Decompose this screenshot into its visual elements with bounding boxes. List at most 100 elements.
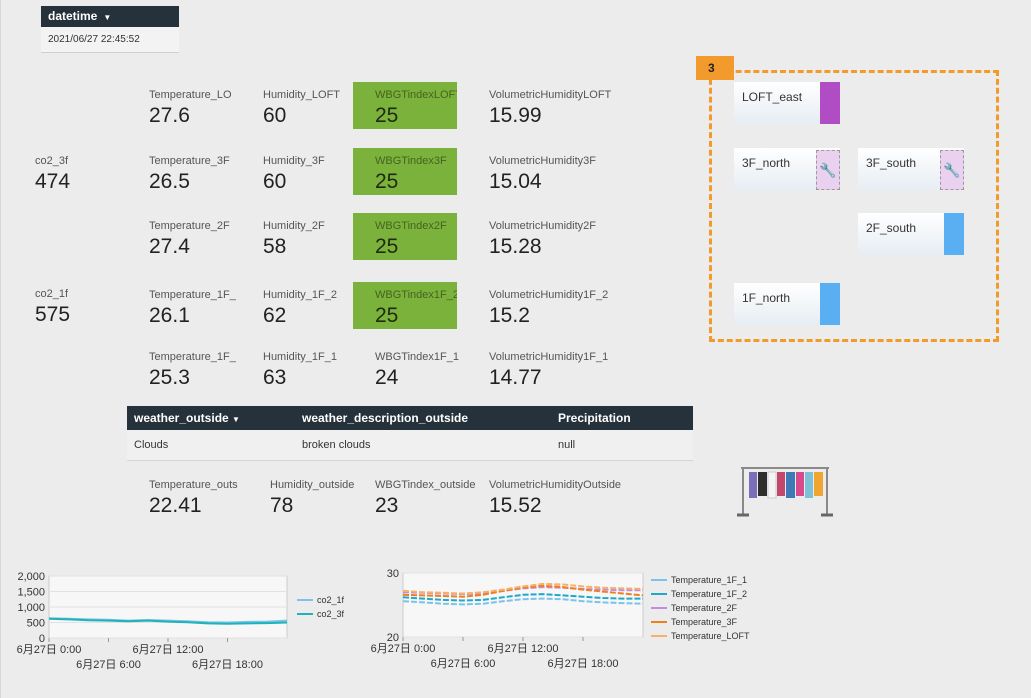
metric-humidity-2f: Humidity_2F 58 xyxy=(263,220,351,258)
metric-value: 63 xyxy=(263,366,287,389)
column-header-weather-outside[interactable]: weather_outside ▼ xyxy=(134,406,240,432)
metric-label: co2_3f xyxy=(35,155,69,167)
x-tick-label: 6月27日 0:00 xyxy=(17,644,82,656)
y-tick-label: 1,000 xyxy=(17,602,45,614)
column-header-precipitation[interactable]: Precipitation xyxy=(558,411,631,425)
y-tick-label: 1,500 xyxy=(17,587,45,599)
metric-value: 15.04 xyxy=(489,170,542,193)
metric-label: Temperature_LO xyxy=(149,89,232,101)
metric-value: 25 xyxy=(375,304,399,327)
series-line xyxy=(402,584,644,598)
room-1f-north[interactable]: 1F_north xyxy=(734,283,840,325)
metric-value: 62 xyxy=(263,304,287,327)
metric-wbgt-loft: WBGTindexLOFT 25 xyxy=(353,82,457,129)
legend-label: co2_3f xyxy=(317,609,345,619)
metric-label: WBGTindex1F_2 xyxy=(375,289,457,301)
room-status-bar xyxy=(820,82,840,124)
metric-wbgt-3f: WBGTindex3F 25 xyxy=(353,148,457,195)
metric-temperature-1f-1: Temperature_1F_ 25.3 xyxy=(149,351,241,389)
legend-label: Temperature_LOFT xyxy=(671,631,750,641)
metric-humidity-1f-1: Humidity_1F_1 63 xyxy=(263,351,351,389)
metric-temperature-3f: Temperature_3F 26.5 xyxy=(149,155,241,193)
metric-temperature-loft: Temperature_LO 27.6 xyxy=(149,89,241,127)
metric-co2-3f: co2_3f 474 xyxy=(35,155,125,193)
metric-value: 26.1 xyxy=(149,304,190,327)
table-row: Clouds broken clouds null xyxy=(127,430,693,461)
x-tick-label: 6月27日 0:00 xyxy=(371,643,436,655)
metric-value: 78 xyxy=(270,494,294,517)
series-line xyxy=(402,582,644,595)
metric-co2-1f: co2_1f 575 xyxy=(35,288,125,326)
metric-volumetric-humidity-2f: VolumetricHumidity2F 15.28 xyxy=(489,220,639,258)
floor-map-selection xyxy=(709,70,999,342)
metric-value: 25 xyxy=(375,170,399,193)
legend-label: Temperature_2F xyxy=(671,603,738,613)
x-tick-label: 6月27日 6:00 xyxy=(76,659,141,671)
metric-wbgt-2f: WBGTindex2F 25 xyxy=(353,213,457,260)
caret-down-icon: ▼ xyxy=(232,415,240,424)
metric-value: 15.52 xyxy=(489,494,542,517)
metric-label: VolumetricHumidity3F xyxy=(489,155,596,167)
metric-value: 27.4 xyxy=(149,235,190,258)
metric-label: Temperature_2F xyxy=(149,220,230,232)
metric-value: 60 xyxy=(263,170,287,193)
x-tick-label: 6月27日 18:00 xyxy=(192,659,263,671)
metric-value: 15.28 xyxy=(489,235,542,258)
metric-value: 58 xyxy=(263,235,287,258)
weather-table-header: weather_outside ▼ weather_description_ou… xyxy=(127,406,693,430)
clothes-rack-icon xyxy=(737,467,833,517)
room-2f-south[interactable]: 2F_south xyxy=(858,213,964,255)
metric-label: Humidity_1F_1 xyxy=(263,351,337,363)
wrench-icon: 🔧 xyxy=(940,150,964,190)
room-3f-south[interactable]: 3F_south 🔧 xyxy=(858,148,964,190)
legend-label: co2_1f xyxy=(317,595,345,605)
metric-wbgt-outside: WBGTindex_outside 23 xyxy=(375,479,487,517)
room-status-bar xyxy=(944,213,964,255)
metric-wbgt-1f-2: WBGTindex1F_2 25 xyxy=(353,282,457,329)
room-loft-east[interactable]: LOFT_east xyxy=(734,82,840,124)
wrench-icon: 🔧 xyxy=(816,150,840,190)
metric-temperature-2f: Temperature_2F 27.4 xyxy=(149,220,241,258)
room-label: LOFT_east xyxy=(742,90,803,104)
column-header-weather-description[interactable]: weather_description_outside xyxy=(302,411,469,425)
metric-temperature-outside: Temperature_outs 22.41 xyxy=(149,479,249,517)
metric-label: WBGTindex2F xyxy=(375,220,447,232)
metric-value: 27.6 xyxy=(149,104,190,127)
metric-label: VolumetricHumidity2F xyxy=(489,220,596,232)
y-tick-label: 30 xyxy=(387,568,399,580)
metric-humidity-loft: Humidity_LOFT 60 xyxy=(263,89,351,127)
datetime-dropdown[interactable]: datetime ▼ xyxy=(41,6,179,27)
metric-label: WBGTindex_outside xyxy=(375,479,476,491)
metric-value: 14.77 xyxy=(489,366,542,389)
metric-value: 25 xyxy=(375,104,399,127)
metric-volumetric-humidity-3f: VolumetricHumidity3F 15.04 xyxy=(489,155,639,193)
metric-label: Humidity_LOFT xyxy=(263,89,341,101)
metric-volumetric-humidity-loft: VolumetricHumidityLOFT 15.99 xyxy=(489,89,639,127)
metric-label: VolumetricHumidity1F_2 xyxy=(489,289,609,301)
floor-map-badge: 3 xyxy=(696,56,734,80)
metric-volumetric-humidity-1f-1: VolumetricHumidity1F_1 14.77 xyxy=(489,351,639,389)
metric-value: 23 xyxy=(375,494,399,517)
metric-humidity-outside: Humidity_outside 78 xyxy=(270,479,370,517)
metric-value: 15.99 xyxy=(489,104,542,127)
datetime-label: datetime xyxy=(48,9,98,23)
x-tick-label: 6月27日 18:00 xyxy=(548,658,619,670)
x-tick-label: 6月27日 12:00 xyxy=(488,643,559,655)
metric-value: 60 xyxy=(263,104,287,127)
y-tick-label: 2,000 xyxy=(17,571,45,583)
metric-volumetric-humidity-outside: VolumetricHumidityOutside 15.52 xyxy=(489,479,649,517)
y-tick-label: 500 xyxy=(27,618,45,630)
metric-wbgt-1f-1: WBGTindex1F_1 24 xyxy=(375,351,475,389)
column-header-label: weather_outside xyxy=(134,411,229,425)
metric-label: co2_1f xyxy=(35,288,69,300)
metric-humidity-3f: Humidity_3F 60 xyxy=(263,155,351,193)
metric-label: WBGTindex3F xyxy=(375,155,447,167)
caret-down-icon: ▼ xyxy=(103,13,112,22)
metric-value: 25.3 xyxy=(149,366,190,389)
datetime-value: 2021/06/27 22:45:52 xyxy=(41,27,179,53)
room-label: 2F_south xyxy=(866,221,917,235)
room-3f-north[interactable]: 3F_north 🔧 xyxy=(734,148,840,190)
plot-area xyxy=(402,572,644,638)
